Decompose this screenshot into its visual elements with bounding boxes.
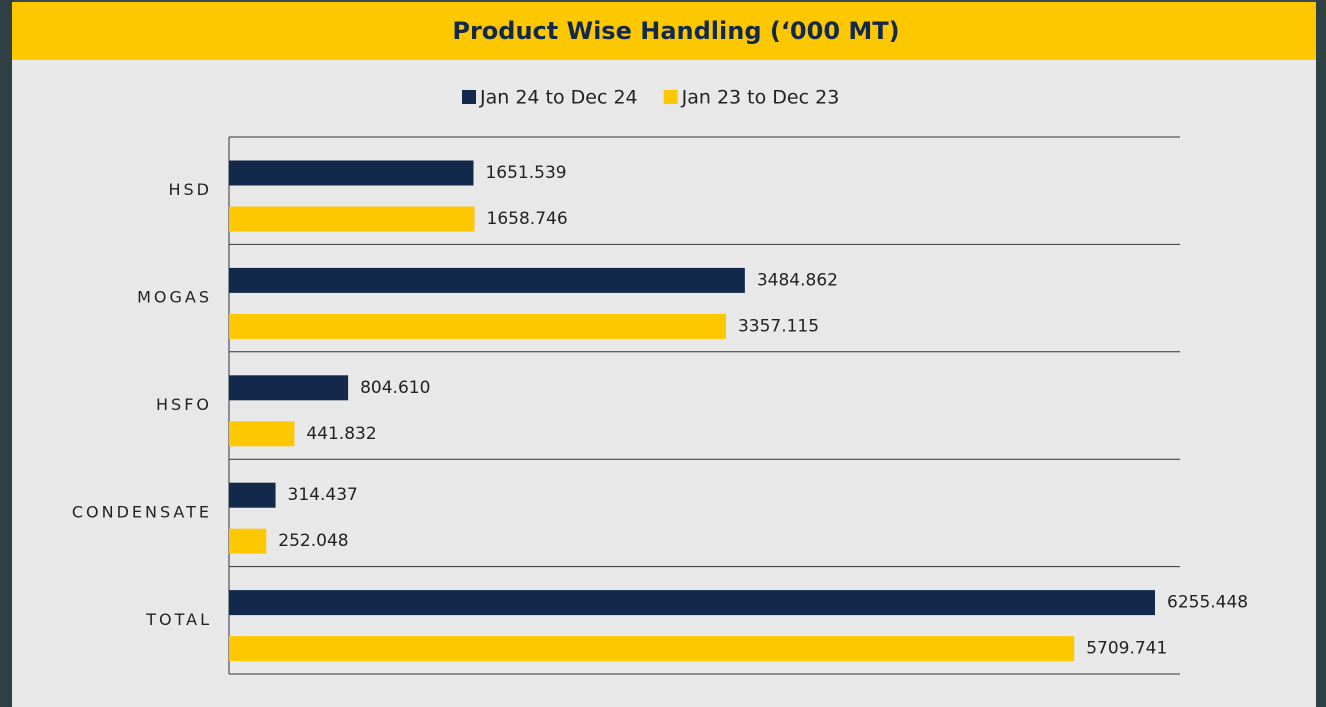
- value-label: 252.048: [278, 531, 348, 551]
- side-strip: [1316, 0, 1326, 707]
- category-label: MOGAS: [137, 288, 212, 307]
- category-label: HSD: [168, 180, 212, 199]
- bar: [229, 161, 473, 186]
- chart: Product Wise Handling (‘000 MT) Jan 24 t…: [0, 0, 1326, 707]
- chart-title: Product Wise Handling (‘000 MT): [452, 17, 899, 45]
- value-label: 1658.746: [487, 209, 568, 229]
- category-label: TOTAL: [145, 610, 212, 629]
- legend-label: Jan 23 to Dec 23: [681, 87, 840, 109]
- value-label: 3484.862: [757, 270, 838, 290]
- value-label: 804.610: [360, 378, 430, 398]
- page: Product Wise Handling (‘000 MT) Jan 24 t…: [0, 0, 1326, 707]
- legend-swatch: [462, 90, 476, 104]
- bar: [229, 483, 276, 508]
- bar: [229, 636, 1074, 661]
- value-label: 1651.539: [485, 163, 566, 183]
- bar: [229, 314, 726, 339]
- value-label: 3357.115: [738, 316, 819, 336]
- bar: [229, 207, 475, 232]
- value-label: 6255.448: [1167, 593, 1248, 613]
- value-label: 5709.741: [1086, 639, 1167, 659]
- bar: [229, 268, 745, 293]
- value-label: 314.437: [288, 485, 358, 505]
- bar: [229, 529, 266, 554]
- legend-swatch: [664, 90, 678, 104]
- category-label: CONDENSATE: [72, 502, 212, 521]
- bar: [229, 590, 1155, 615]
- legend-label: Jan 24 to Dec 24: [479, 87, 638, 109]
- bar: [229, 375, 348, 400]
- bar: [229, 421, 294, 446]
- value-label: 441.832: [306, 424, 376, 444]
- side-strip: [0, 0, 14, 707]
- category-label: HSFO: [156, 395, 212, 414]
